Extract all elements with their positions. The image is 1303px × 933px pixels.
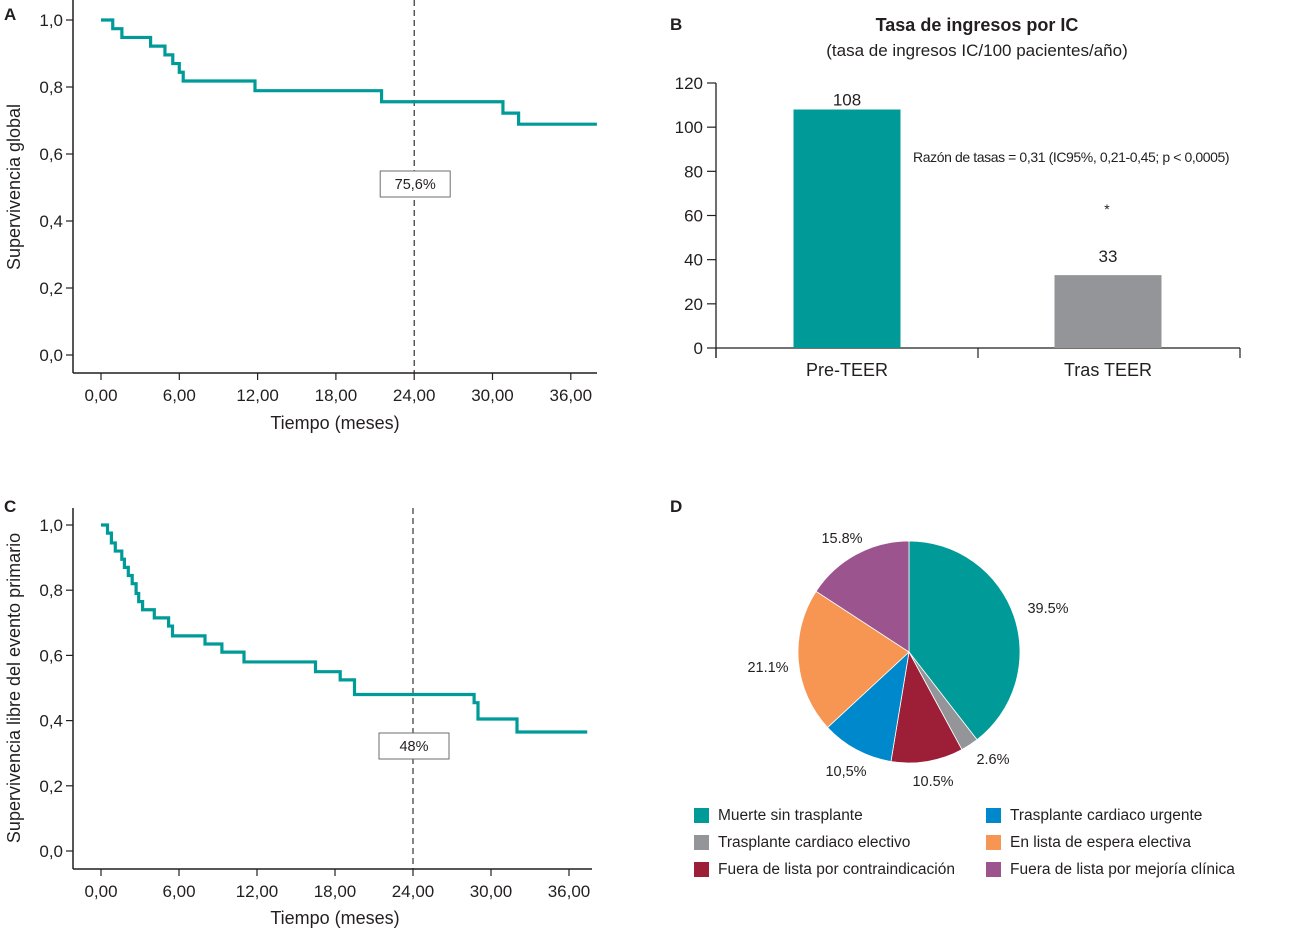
legend-item: Fuera de lista por mejoría clínica (986, 860, 1266, 879)
panel-d-legend: Muerte sin trasplante Trasplante cardiaco… (694, 806, 1264, 879)
panel-a-x-tick-label: 12,00 (236, 386, 279, 405)
pie-slice-muerte-sin-trasplante (908, 540, 1021, 741)
panel-c-annotation-box (378, 732, 450, 760)
pie-slice-en-lista-de-espera-electiva (797, 590, 910, 729)
legend-item: Trasplante cardiaco electivo (694, 833, 986, 852)
panel-c-x-tick-label: 0,00 (84, 882, 117, 901)
panel-c-y-tick-label: 0,8 (39, 581, 63, 600)
panel-c-x-axis-label: Tiempo (meses) (270, 908, 399, 928)
panel-a-y-tick-label: 0,0 (39, 346, 63, 365)
pie-slice-percent-label: 39.5% (1027, 601, 1068, 617)
panel-a-x-ticks: 0,00 6,00 12,00 18,00 24,00 30,00 36,00 (84, 373, 592, 405)
panel-a-annotation-value: 75,6% (395, 177, 436, 193)
legend-swatch-icon (694, 862, 709, 877)
panel-c-y-tick-label: 1,0 (39, 516, 63, 535)
panel-c-event-free-chart: C Supervivencia libre del evento primari… (4, 497, 592, 928)
panel-c-x-ticks: 0,00 6,00 12,00 18,00 24,00 30,00 36,00 (84, 869, 590, 901)
panel-b-category-label: Tras TEER (1064, 360, 1152, 380)
panel-c-y-tick-label: 0,0 (39, 842, 63, 861)
panel-b-letter: B (670, 15, 682, 34)
panel-c-x-tick-label: 30,00 (470, 882, 513, 901)
panel-b-y-tick-label: 100 (675, 118, 703, 137)
panel-b-y-tick-label: 60 (684, 207, 703, 226)
panel-b-subtitle: (tasa de ingresos IC/100 pacientes/año) (826, 41, 1127, 60)
panel-c-y-tick-label: 0,2 (39, 777, 63, 796)
panel-b-bar-chart: B Tasa de ingresos por IC (tasa de ingre… (670, 15, 1241, 380)
legend-swatch-icon (986, 862, 1001, 877)
pie-slice-fuera-de-lista-por-contraindicacion (890, 650, 963, 764)
panel-a-y-tick-label: 0,4 (39, 212, 63, 231)
panel-b-bar-value-label: 33 (1099, 247, 1118, 266)
panel-c-annotation-value: 48% (399, 739, 428, 755)
panel-a-y-tick-label: 0,2 (39, 279, 63, 298)
panel-a-letter: A (4, 5, 16, 24)
panel-b-significance-marker: * (1104, 201, 1110, 217)
pie-slice-fuera-de-lista-por-mejoria-clinica (815, 540, 910, 653)
panel-c-x-tick-label: 36,00 (548, 882, 591, 901)
legend-label: En lista de espera electiva (1010, 833, 1191, 851)
panel-a-x-axis-label: Tiempo (meses) (270, 413, 399, 433)
panel-b-y-ticks: 0 20 40 60 80 100 120 (675, 74, 716, 358)
panel-a-x-tick-label: 18,00 (315, 386, 358, 405)
pie-slice-percent-label: 10.5% (912, 774, 953, 790)
panel-b-bar-tras-teer (1054, 275, 1162, 348)
legend-label: Fuera de lista por mejoría clínica (1010, 860, 1235, 878)
panel-a-x-tick-label: 24,00 (393, 386, 436, 405)
legend-item: En lista de espera electiva (986, 833, 1266, 852)
panel-b-bar-value-label: 108 (833, 91, 861, 110)
legend-label: Muerte sin trasplante (718, 806, 863, 824)
panel-a-y-axis-label: Supervivencia global (4, 104, 24, 270)
panel-c-x-tick-label: 24,00 (392, 882, 435, 901)
panel-b-bar-pre-teer (793, 109, 901, 348)
panel-b-y-tick-label: 80 (684, 162, 703, 181)
panel-a-y-ticks: 0,0 0,2 0,4 0,6 0,8 1,0 (39, 11, 73, 365)
panel-c-y-ticks: 0,0 0,2 0,4 0,6 0,8 1,0 (39, 516, 73, 861)
pie-slice-percent-label: 2.6% (976, 752, 1009, 768)
panel-a-x-tick-label: 36,00 (550, 386, 593, 405)
panel-c-y-tick-label: 0,6 (39, 646, 63, 665)
legend-label: Trasplante cardiaco electivo (718, 833, 911, 851)
panel-a-survival-chart: A Supervivencia global Tiempo (meses) 0,… (4, 0, 597, 433)
legend-swatch-icon (694, 835, 709, 850)
panel-d-letter: D (670, 497, 682, 516)
legend-swatch-icon (986, 835, 1001, 850)
legend-item: Trasplante cardiaco urgente (986, 806, 1266, 825)
panel-c-x-tick-label: 6,00 (162, 882, 195, 901)
panel-b-y-tick-label: 120 (675, 74, 703, 93)
legend-swatch-icon (694, 808, 709, 823)
panel-a-survival-curve (101, 18, 597, 126)
panel-a-x-tick-label: 30,00 (471, 386, 514, 405)
panel-c-y-axis-label: Supervivencia libre del evento primario (4, 533, 24, 843)
pie-slice-trasplante-cardiaco-urgente (827, 650, 910, 762)
panel-c-x-tick-label: 18,00 (314, 882, 357, 901)
legend-label: Trasplante cardiaco urgente (1010, 806, 1203, 824)
panel-b-y-tick-label: 0 (694, 339, 703, 358)
pie-slice-percent-label: 15.8% (821, 531, 862, 547)
panel-b-title: Tasa de ingresos por IC (876, 15, 1079, 35)
panel-a-y-tick-label: 0,6 (39, 145, 63, 164)
panel-c-x-tick-label: 12,00 (236, 882, 279, 901)
panel-c-letter: C (4, 497, 16, 516)
panel-b-category-label: Pre-TEER (806, 360, 888, 380)
pie-slice-percent-label: 21.1% (747, 660, 788, 676)
legend-item: Fuera de lista por contraindicación (694, 860, 986, 879)
panel-d-pie-chart: D 39.5% 2.6% 10.5% 10,5% 21.1% 15.8% (670, 497, 1069, 790)
panel-b-y-tick-label: 40 (684, 251, 703, 270)
panel-c-survival-curve (101, 523, 588, 734)
legend-swatch-icon (986, 808, 1001, 823)
panel-a-x-tick-label: 0,00 (84, 386, 117, 405)
panel-b-y-tick-label: 20 (684, 295, 703, 314)
panel-a-y-tick-label: 1,0 (39, 11, 63, 30)
legend-item: Muerte sin trasplante (694, 806, 986, 825)
legend-label: Fuera de lista por contraindicación (718, 860, 955, 878)
panel-a-y-tick-label: 0,8 (39, 78, 63, 97)
pie-slice-percent-label: 10,5% (825, 764, 866, 780)
panel-c-y-tick-label: 0,4 (39, 712, 63, 731)
panel-b-rate-ratio-annotation: Razón de tasas = 0,31 (IC95%, 0,21-0,45;… (913, 149, 1229, 165)
panel-a-x-tick-label: 6,00 (163, 386, 196, 405)
panel-a-annotation-box (379, 170, 451, 198)
